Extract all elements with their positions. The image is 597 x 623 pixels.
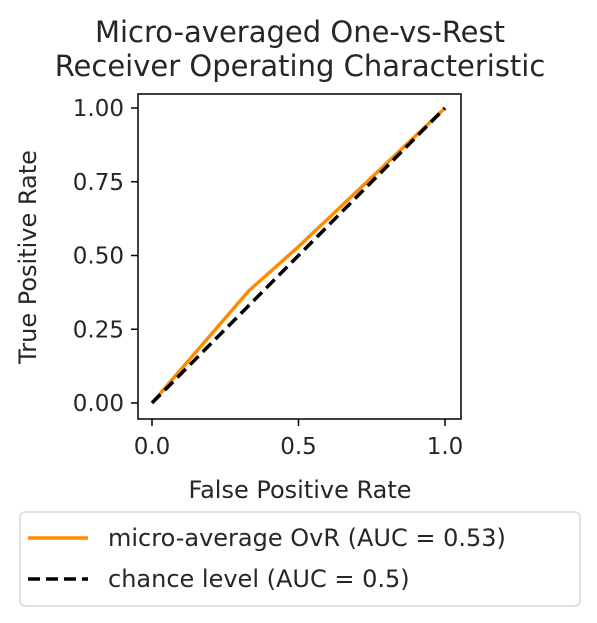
y-tick-label: 0.75 — [73, 170, 124, 196]
y-tick-label: 0.25 — [73, 317, 124, 343]
y-axis-ticks: 0.00 0.25 0.50 0.75 1.00 — [73, 96, 138, 417]
y-tick-label: 0.00 — [73, 391, 124, 417]
plot-area-frame — [137, 93, 462, 420]
legend-label-micro-average: micro-average OvR (AUC = 0.53) — [108, 524, 506, 552]
chart-title-line-1: Micro-averaged One-vs-Rest — [95, 15, 505, 49]
legend-box — [19, 511, 581, 607]
x-axis-ticks: 0.0 0.5 1.0 — [134, 419, 464, 460]
chart-title-line-2: Receiver Operating Characteristic — [55, 49, 546, 83]
x-tick-label: 0.0 — [134, 434, 171, 460]
y-tick-label: 1.00 — [73, 96, 124, 122]
legend-label-chance-level: chance level (AUC = 0.5) — [108, 565, 410, 593]
legend: micro-average OvR (AUC = 0.53) chance le… — [19, 511, 581, 607]
x-tick-label: 1.0 — [427, 434, 464, 460]
x-tick-label: 0.5 — [280, 434, 317, 460]
y-axis-label: True Positive Rate — [14, 150, 42, 365]
series-line-micro-average — [150, 106, 447, 405]
x-axis-label: False Positive Rate — [188, 476, 411, 504]
y-tick-label: 0.50 — [73, 244, 124, 270]
series-line-chance-level — [150, 106, 447, 405]
